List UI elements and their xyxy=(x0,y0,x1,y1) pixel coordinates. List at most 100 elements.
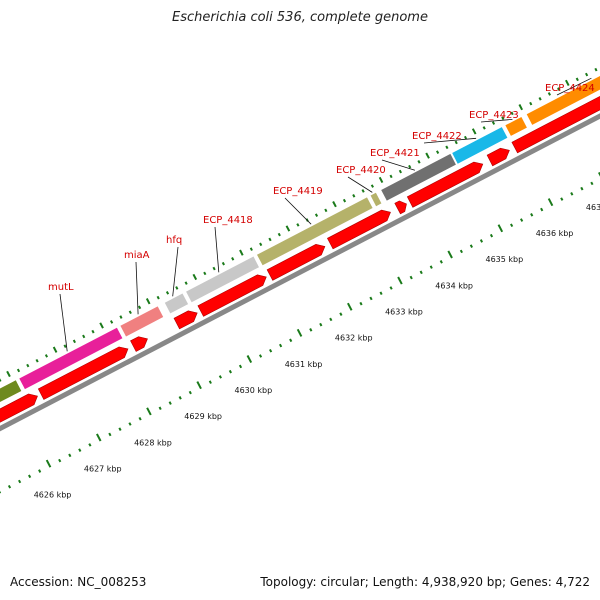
cds-arrow xyxy=(486,147,510,167)
label-leader xyxy=(381,159,416,171)
outer-tick xyxy=(99,322,104,329)
outer-tick xyxy=(314,213,319,217)
outer-tick xyxy=(565,79,570,87)
label-leader xyxy=(556,77,592,96)
scale-label: 4630 kbp xyxy=(235,386,273,395)
scale-tick xyxy=(459,249,463,254)
label-leader xyxy=(214,226,220,273)
outer-tick xyxy=(26,363,30,368)
gene-band xyxy=(186,256,259,303)
scale-label: 4629 kbp xyxy=(184,412,222,421)
outer-tick xyxy=(296,223,300,227)
scale-tick xyxy=(138,416,142,421)
gene-band xyxy=(526,76,600,125)
outer-tick xyxy=(445,145,449,150)
outer-tick xyxy=(491,121,496,125)
scale-tick xyxy=(530,213,534,217)
accession-text: Accession: NC_008253 xyxy=(10,575,147,589)
outer-tick xyxy=(165,291,170,295)
gene-band xyxy=(0,380,22,403)
cds-arrow xyxy=(326,209,391,250)
scale-tick xyxy=(146,407,152,416)
outer-tick xyxy=(145,298,151,305)
scale-tick xyxy=(88,443,92,447)
outer-tick xyxy=(417,160,421,164)
scale-label: 4635 kbp xyxy=(486,255,524,264)
gene-band xyxy=(370,192,382,207)
outer-tick xyxy=(6,370,11,378)
scale-tick xyxy=(158,406,162,411)
outer-tick xyxy=(398,169,402,174)
scale-label: 4628 kbp xyxy=(134,438,172,447)
scale-tick xyxy=(419,270,423,275)
gene-band xyxy=(257,197,373,266)
outer-tick xyxy=(378,176,384,184)
outer-tick xyxy=(529,101,533,106)
scale-tick xyxy=(547,198,554,207)
scale-tick xyxy=(409,275,413,280)
outer-tick xyxy=(119,315,123,319)
scale-tick xyxy=(590,181,594,186)
scale-tick xyxy=(359,301,363,306)
scale-tick xyxy=(497,224,504,233)
gene-label: ECP_4421 xyxy=(370,148,420,159)
outer-tick xyxy=(594,67,598,72)
gene-track xyxy=(0,76,600,403)
scale-tick xyxy=(397,276,403,285)
scale-tick xyxy=(429,265,433,269)
outer-tick xyxy=(408,164,412,169)
outer-tick xyxy=(547,92,551,96)
outer-tick-ring xyxy=(0,67,598,382)
scale-tick xyxy=(369,296,373,301)
scale-tick xyxy=(269,348,273,353)
outer-tick xyxy=(538,97,542,101)
scale-tick xyxy=(78,448,82,452)
outer-tick xyxy=(82,334,86,339)
genome-summary-text: Topology: circular; Length: 4,938,920 bp… xyxy=(260,575,590,589)
outer-tick xyxy=(471,128,477,135)
outer-tick xyxy=(389,174,393,179)
outer-tick xyxy=(221,261,225,266)
cds-arrow xyxy=(266,243,326,281)
scale-tick xyxy=(58,458,62,463)
scale-tick xyxy=(208,380,212,384)
scale-tick xyxy=(168,401,172,405)
outer-tick xyxy=(63,344,67,348)
gene-band xyxy=(120,306,164,337)
scale-tick xyxy=(28,474,32,479)
outer-tick xyxy=(110,320,114,324)
scale-label: 4636 kbp xyxy=(536,229,574,238)
cds-arrow xyxy=(37,346,129,400)
label-leader xyxy=(59,293,68,352)
scale-tick xyxy=(68,453,72,458)
gene-label: ECP_4420 xyxy=(336,165,386,176)
scale-tick xyxy=(228,369,232,374)
label-leader xyxy=(480,119,513,123)
scale-label: 4633 kbp xyxy=(385,308,423,317)
scale-tick xyxy=(96,433,102,442)
gene-label: ECP_4418 xyxy=(203,215,253,226)
outer-tick xyxy=(259,242,263,247)
gene-label: miaA xyxy=(124,250,150,261)
scale-tick xyxy=(329,317,333,322)
gene-label: hfq xyxy=(166,235,182,246)
cds-arrow xyxy=(394,200,407,215)
scale-tick xyxy=(347,302,353,311)
scale-label: 4627 kbp xyxy=(84,464,122,473)
scale-label: 4634 kbp xyxy=(435,281,473,290)
scale-tick xyxy=(196,381,202,390)
outer-tick xyxy=(0,378,2,382)
outer-tick xyxy=(342,198,347,203)
scale-ruler: 4626 kbp 4627 kbp 4628 kbp 4629 kbp 4630 kbp… xyxy=(0,171,600,500)
outer-tick xyxy=(352,194,356,198)
outer-tick xyxy=(501,116,505,120)
scale-tick xyxy=(479,239,484,243)
outer-tick xyxy=(332,201,337,208)
label-leader xyxy=(423,137,477,144)
scale-tick xyxy=(580,186,584,191)
scale-tick xyxy=(489,233,494,238)
cds-arrow-track xyxy=(0,95,600,423)
scale-tick xyxy=(279,343,283,348)
label-leader xyxy=(172,246,179,297)
